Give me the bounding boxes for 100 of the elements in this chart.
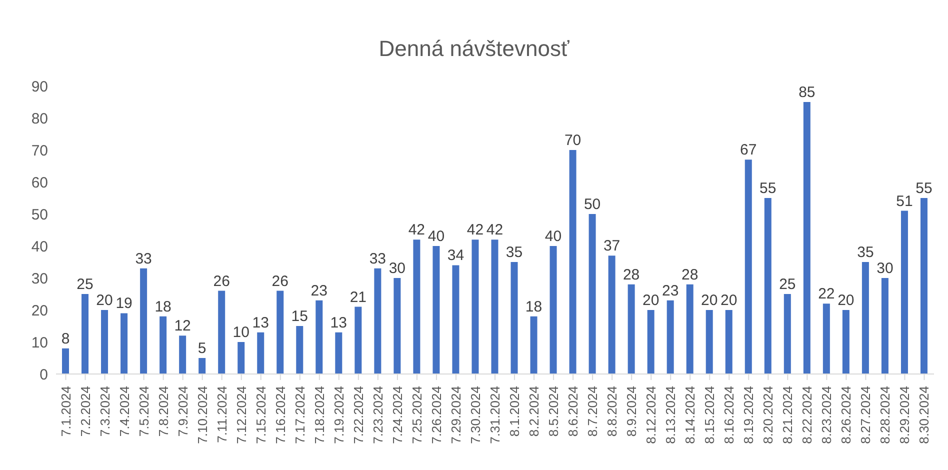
x-tick-label: 8.19.2024 xyxy=(741,386,756,444)
y-tick-label: 30 xyxy=(31,270,48,288)
bar xyxy=(296,326,304,374)
x-tick-label: 7.9.2024 xyxy=(175,386,190,437)
data-label: 19 xyxy=(116,295,132,312)
data-label: 20 xyxy=(701,292,718,309)
y-tick-label: 10 xyxy=(31,334,48,352)
x-tick-label: 8.6.2024 xyxy=(566,386,581,437)
data-label: 30 xyxy=(388,260,406,277)
x-tick-label: 7.3.2024 xyxy=(97,386,112,437)
x-tick-label: 7.12.2024 xyxy=(234,386,249,444)
data-label: 40 xyxy=(544,228,562,245)
data-label: 28 xyxy=(622,266,640,284)
y-tick-label: 90 xyxy=(31,78,48,96)
bar xyxy=(198,358,206,374)
bar xyxy=(179,336,186,374)
bar xyxy=(725,310,732,374)
bar xyxy=(803,102,810,374)
data-label: 23 xyxy=(662,282,679,300)
x-tick-label: 7.26.2024 xyxy=(428,386,444,444)
data-label: 20 xyxy=(642,292,660,309)
bar xyxy=(550,246,557,374)
bar xyxy=(257,332,264,374)
bar xyxy=(101,310,108,374)
bar xyxy=(588,214,596,374)
y-tick-label: 0 xyxy=(40,366,48,384)
y-tick-label: 60 xyxy=(31,174,48,192)
x-tick-label: 8.20.2024 xyxy=(760,386,776,444)
data-label: 51 xyxy=(896,192,913,210)
bar xyxy=(218,290,226,374)
bar xyxy=(62,348,69,374)
x-tick-label: 8.9.2024 xyxy=(624,386,640,437)
data-label: 37 xyxy=(603,238,620,255)
bar xyxy=(354,306,362,374)
bar xyxy=(569,150,576,374)
bar xyxy=(413,240,420,374)
x-tick-label: 8.22.2024 xyxy=(800,386,815,444)
data-label: 13 xyxy=(330,314,347,332)
data-label: 25 xyxy=(76,276,94,293)
bar xyxy=(452,265,460,374)
x-tick-label: 8.1.2024 xyxy=(507,386,522,437)
x-tick-label: 7.24.2024 xyxy=(390,386,405,444)
x-tick-label: 8.16.2024 xyxy=(722,386,737,444)
x-tick-label: 7.25.2024 xyxy=(409,386,424,444)
x-tick-label: 7.11.2024 xyxy=(214,386,230,443)
bar xyxy=(920,198,928,374)
y-tick-label: 40 xyxy=(31,238,48,256)
data-label: 20 xyxy=(96,292,113,309)
data-label: 22 xyxy=(818,286,835,303)
data-label: 15 xyxy=(291,308,308,325)
x-tick-label: 8.30.2024 xyxy=(916,386,932,444)
data-label: 35 xyxy=(857,244,874,261)
x-tick-label: 8.15.2024 xyxy=(702,386,718,444)
y-tick-label: 20 xyxy=(31,302,48,320)
y-tick-label: 70 xyxy=(31,142,48,160)
data-label: 70 xyxy=(564,132,582,149)
data-label: 28 xyxy=(682,266,698,284)
x-tick-label: 8.27.2024 xyxy=(858,386,874,444)
bar xyxy=(842,310,850,374)
bar xyxy=(530,316,538,374)
bar xyxy=(686,284,694,374)
data-label: 10 xyxy=(232,324,250,341)
bar xyxy=(862,262,869,374)
x-tick-label: 8.21.2024 xyxy=(780,386,796,444)
data-label: 33 xyxy=(135,250,152,268)
data-label: 30 xyxy=(876,260,894,277)
data-label: 13 xyxy=(252,314,269,332)
x-tick-label: 7.5.2024 xyxy=(136,386,152,437)
data-label: 26 xyxy=(272,272,288,290)
y-tick-label: 80 xyxy=(31,110,48,128)
x-tick-label: 8.5.2024 xyxy=(546,386,562,437)
data-label: 50 xyxy=(584,196,601,213)
bar xyxy=(822,304,830,374)
x-tick-label: 7.31.2024 xyxy=(488,386,502,444)
x-tick-label: 7.2.2024 xyxy=(78,386,93,437)
bar xyxy=(394,278,401,374)
bar xyxy=(666,300,674,374)
x-tick-label: 7.16.2024 xyxy=(272,386,288,444)
x-tick-label: 7.10.2024 xyxy=(194,386,210,444)
data-label: 40 xyxy=(428,228,445,245)
x-tick-label: 7.23.2024 xyxy=(370,386,386,444)
data-label: 35 xyxy=(506,244,523,261)
bar xyxy=(120,313,128,374)
bar xyxy=(276,290,284,374)
x-tick-label: 8.12.2024 xyxy=(644,386,659,444)
bar xyxy=(82,294,89,374)
data-label: 42 xyxy=(408,222,426,239)
data-label: 23 xyxy=(310,282,328,300)
x-tick-label: 8.7.2024 xyxy=(585,386,600,437)
x-tick-label: 7.29.2024 xyxy=(448,386,464,444)
x-tick-label: 8.28.2024 xyxy=(878,386,893,444)
x-tick-label: 8.14.2024 xyxy=(682,386,698,444)
bar xyxy=(647,310,654,374)
bar xyxy=(432,246,440,374)
bar xyxy=(784,294,791,374)
bar xyxy=(160,316,167,374)
chart-title: Denná návštevnosť xyxy=(378,35,570,63)
x-tick-label: 7.19.2024 xyxy=(331,386,346,444)
data-label: 26 xyxy=(213,272,230,290)
data-label: 8 xyxy=(61,330,70,348)
